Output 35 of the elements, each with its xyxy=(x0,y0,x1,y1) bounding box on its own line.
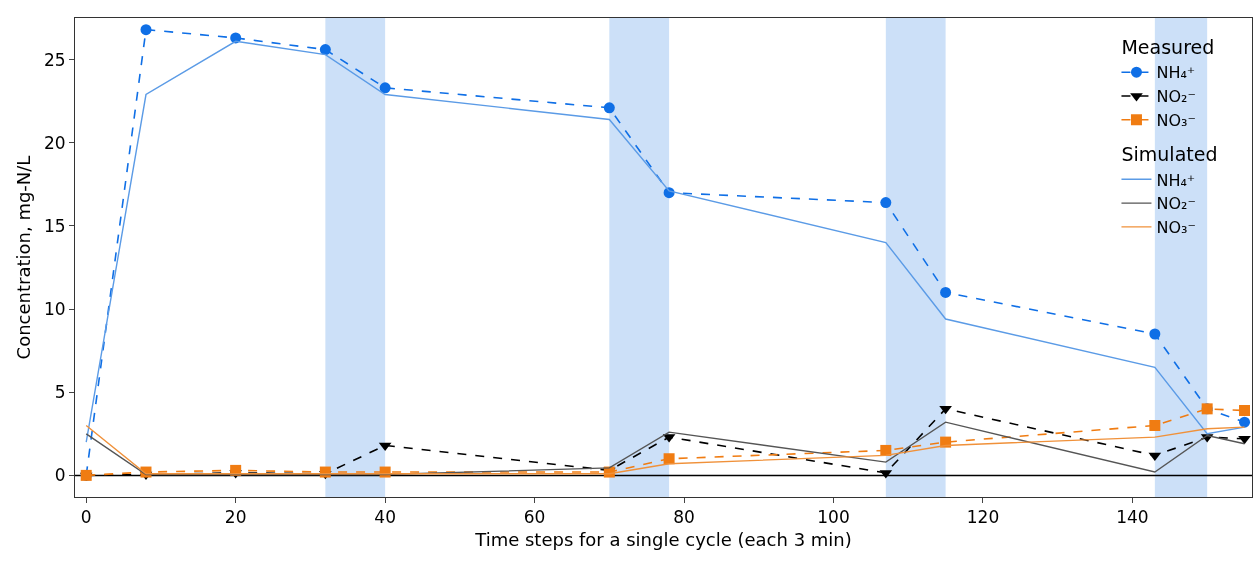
x-tick-label: 140 xyxy=(1116,507,1149,528)
point xyxy=(1239,405,1251,417)
point xyxy=(663,453,675,465)
point xyxy=(140,24,152,36)
text: Measured xyxy=(1121,35,1215,58)
point xyxy=(880,197,892,209)
y-tick-label: 20 xyxy=(43,132,66,153)
y-tick-label: 5 xyxy=(54,382,66,403)
y-tick-label: 10 xyxy=(43,299,66,320)
point xyxy=(1239,416,1251,428)
point xyxy=(319,44,331,56)
point xyxy=(1149,419,1161,431)
x-tick-label: 80 xyxy=(673,507,695,528)
y-tick-label: 25 xyxy=(43,49,66,70)
legend-label: NO₂⁻ xyxy=(1156,194,1196,214)
y-tick-label: 15 xyxy=(43,215,66,236)
point xyxy=(379,82,391,94)
x-tick-label: 40 xyxy=(374,507,396,528)
legend-label: NO₃⁻ xyxy=(1156,111,1196,131)
x-tick-label: 100 xyxy=(817,507,850,528)
x-tick-label: 0 xyxy=(80,507,92,528)
y-axis-title: Concentration, mg-N/L xyxy=(13,155,35,360)
point xyxy=(603,102,615,114)
legend-label: NO₃⁻ xyxy=(1156,218,1196,238)
x-tick-label: 60 xyxy=(523,507,546,528)
x-axis-title: Time steps for a single cycle (each 3 min) xyxy=(474,528,852,550)
text: Simulated xyxy=(1121,142,1218,165)
point xyxy=(940,286,952,298)
x-tick-label: 120 xyxy=(966,507,1000,528)
x-tick-label: 20 xyxy=(224,507,247,528)
y-tick-label: 0 xyxy=(54,465,66,486)
legend-label: NH₄⁺ xyxy=(1156,63,1196,83)
point xyxy=(1149,328,1161,340)
legend-label: NO₂⁻ xyxy=(1156,87,1196,107)
legend-label: NH₄⁺ xyxy=(1156,170,1196,190)
